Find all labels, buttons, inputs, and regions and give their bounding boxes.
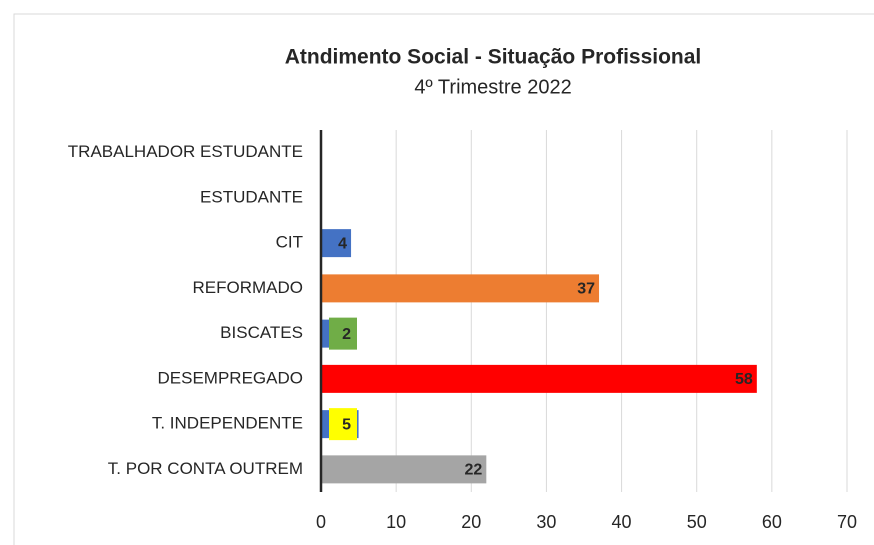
value-label: 5 [342,416,351,433]
y-tick-label: CIT [276,233,303,252]
y-tick-label: TRABALHADOR ESTUDANTE [68,142,303,161]
value-label: 58 [735,371,753,388]
value-label: 2 [342,326,351,343]
y-tick-label: T. POR CONTA OUTREM [108,459,303,478]
x-tick-label: 40 [612,512,632,532]
chart-subtitle: 4º Trimestre 2022 [414,76,571,98]
bar [321,364,757,393]
value-label: 4 [338,235,347,252]
x-tick-label: 30 [536,512,556,532]
x-tick-label: 70 [837,512,857,532]
x-tick-label: 20 [461,512,481,532]
x-tick-label: 50 [687,512,707,532]
y-tick-label: DESEMPREGADO [158,368,303,387]
y-tick-label: BISCATES [220,323,303,342]
y-tick-label: ESTUDANTE [200,187,303,206]
bar [321,274,600,303]
y-tick-label: REFORMADO [193,278,304,297]
frame [13,13,874,545]
chart-title: Atndimento Social - Situação Profissiona… [285,46,702,69]
x-tick-label: 0 [316,512,326,532]
bar [321,229,352,258]
value-label: 22 [465,462,483,479]
x-tick-label: 10 [386,512,406,532]
x-tick-label: 60 [762,512,782,532]
value-label: 37 [577,281,595,298]
label-box [329,317,357,350]
bar [321,455,487,484]
y-tick-label: T. INDEPENDENTE [152,414,303,433]
label-box [329,408,357,441]
